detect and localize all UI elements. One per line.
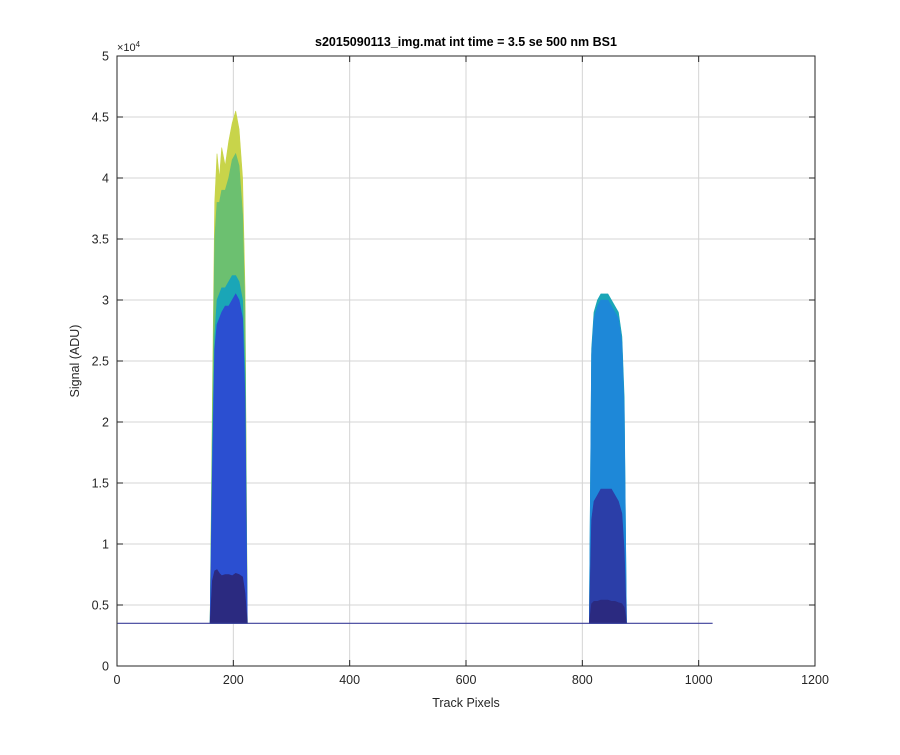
y-tick-label: 5 xyxy=(102,50,109,64)
x-tick-label: 600 xyxy=(456,673,477,687)
y-axis-label: Signal (ADU) xyxy=(68,325,82,398)
series-6-peak-0 xyxy=(209,569,248,624)
y-tick-label: 4 xyxy=(102,172,109,186)
y-tick-label: 1 xyxy=(102,538,109,552)
y-exponent-label: ×104 xyxy=(117,40,141,54)
x-tick-label: 1200 xyxy=(801,673,829,687)
y-tick-label: 2.5 xyxy=(92,355,109,369)
y-tick-label: 1.5 xyxy=(92,477,109,491)
y-exponent-base: ×10 xyxy=(117,42,136,54)
x-tick-label: 800 xyxy=(572,673,593,687)
x-axis-label: Track Pixels xyxy=(432,696,500,710)
series-6-peak-1 xyxy=(588,599,627,624)
series-5 xyxy=(588,488,627,624)
x-tick-label: 1000 xyxy=(685,673,713,687)
y-tick-label: 0.5 xyxy=(92,599,109,613)
y-exponent-power: 4 xyxy=(136,40,141,49)
y-tick-label: 4.5 xyxy=(92,111,109,125)
x-tick-label: 0 xyxy=(114,673,121,687)
series-layer xyxy=(209,110,627,624)
x-tick-label: 400 xyxy=(339,673,360,687)
series-5-peak-0 xyxy=(588,488,627,624)
tick-label-layer: 0 200 400 600 800 1000 1200 0 0.5 1 1.5 2 2.5 3 3.5 4 4.… xyxy=(92,50,829,688)
y-tick-label: 2 xyxy=(102,416,109,430)
x-tick-label: 200 xyxy=(223,673,244,687)
y-tick-label: 3 xyxy=(102,294,109,308)
y-tick-label: 0 xyxy=(102,660,109,674)
series-4 xyxy=(209,293,248,624)
series-4-peak-0 xyxy=(209,293,248,624)
axes-layer xyxy=(116,55,816,667)
y-tick-label: 3.5 xyxy=(92,233,109,247)
series-6 xyxy=(209,569,627,624)
chart-title: s2015090113_img.mat int time = 3.5 se 50… xyxy=(315,35,617,49)
